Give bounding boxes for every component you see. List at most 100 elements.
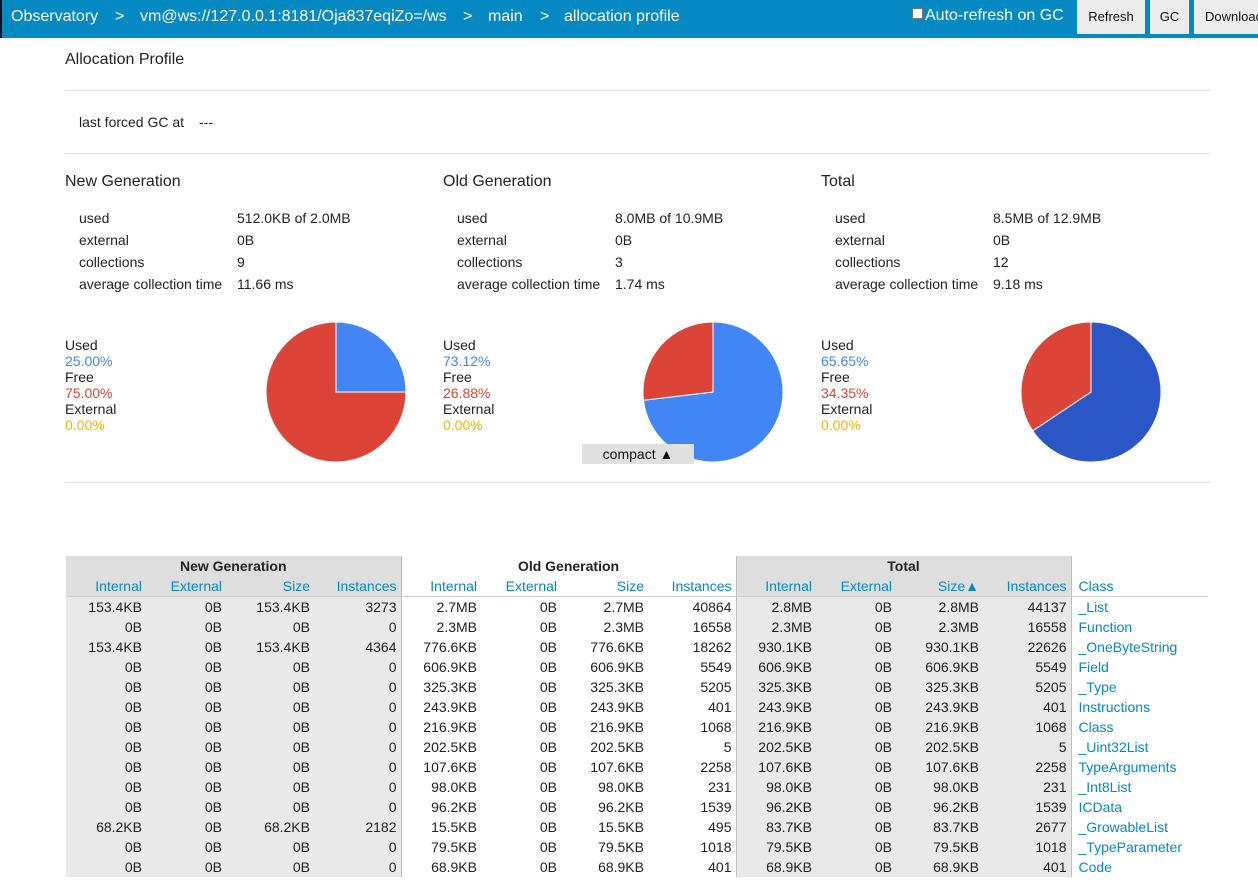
table-cell: 0B [226,737,314,757]
table-cell: 2.3MB [735,617,816,637]
class-link[interactable]: _Int8List [1070,777,1208,797]
legend-used-label: Used [65,337,98,353]
table-cell: 0B [226,657,314,677]
table-cell: 231 [983,777,1071,797]
table-row: 0B 0B 0B 0 2.3MB 0B 2.3MB 16558 2.3MB 0B 2.3MB 1655… [66,617,1208,637]
table-cell: 0B [146,777,226,797]
column-header[interactable]: External [146,576,226,597]
table-cell: 0B [539,699,557,715]
table-cell: 0B [146,596,226,617]
class-link[interactable]: _OneByteString [1070,637,1208,657]
class-link[interactable]: _GrowableList [1070,817,1208,837]
class-link[interactable]: _TypeParameter [1070,837,1208,857]
auto-refresh-toggle[interactable]: Auto-refresh on GC [912,0,1064,32]
refresh-button[interactable]: Refresh [1077,0,1145,34]
table-row: 0B 0B 0B 0 202.5KB 0B 202.5KB 5 202.5KB 0B 202.5KB… [66,737,1208,757]
column-header[interactable]: Instances [983,576,1071,597]
table-cell: 0B [226,857,314,877]
column-header[interactable]: Internal [66,576,146,597]
table-cell: 1018 [700,839,732,855]
auto-refresh-checkbox[interactable] [912,8,923,19]
stat-value: 9.18 ms [993,276,1043,292]
table-cell: 5 [983,737,1071,757]
download-button[interactable]: Download [1194,0,1258,34]
table-cell: 2.3MB [603,619,644,635]
class-link[interactable]: Class [1070,717,1208,737]
stat-value: 3 [615,254,623,270]
class-link[interactable]: Code [1070,857,1208,877]
table-cell: 0B [146,817,226,837]
table-cell: 930.1KB [735,637,816,657]
table-cell: 231 [708,779,732,795]
table-row: 0B 0B 0B 0 98.0KB 0B 98.0KB 231 98.0KB 0B 98.0KB 23… [66,777,1208,797]
class-link[interactable]: _List [1070,596,1208,617]
table-cell: 202.5KB [590,739,644,755]
table-cell: 0B [816,677,896,697]
table-cell: 68.2KB [226,817,314,837]
table-cell: 0B [539,719,557,735]
table-row: 0B 0B 0B 0 107.6KB 0B 107.6KB 2258 107.6KB 0B 107.… [66,757,1208,777]
table-cell: 18262 [692,639,732,655]
table-cell: 216.9KB [896,717,983,737]
table-cell: 606.9KB [590,659,644,675]
table-row: 153.4KB 0B 153.4KB 4364 776.6KB 0B 776.6KB 1826… [66,637,1208,657]
class-link[interactable]: Function [1070,617,1208,637]
table-cell: 0B [66,857,146,877]
table-cell: 1539 [983,797,1071,817]
table-cell: 153.4KB [226,596,314,617]
table-cell: 401 [708,859,732,875]
table-cell: 606.9KB [400,657,481,677]
table-cell: 0 [314,697,401,717]
gc-button[interactable]: GC [1150,0,1189,34]
table-cell: 16558 [983,617,1071,637]
table-cell: 1068 [700,719,732,735]
table-row: 68.2KB 0B 68.2KB 2182 15.5KB 0B 15.5KB 495 83.7K… [66,817,1208,837]
column-header[interactable]: Size [226,576,314,597]
table-cell: 3273 [314,596,401,617]
breadcrumb-allocation-profile[interactable]: allocation profile [564,8,680,25]
table-cell: 79.5KB [896,837,983,857]
column-header[interactable]: Class [1070,576,1208,597]
column-header[interactable]: Internal [735,576,816,597]
table-cell: 325.3KB [590,679,644,695]
column-header[interactable]: External [816,576,896,597]
pie-slice-free [642,321,714,401]
table-cell: 0B [226,757,314,777]
column-header[interactable]: Instances [648,576,736,597]
legend-external-pct: 0.00% [821,417,861,433]
table-cell: 107.6KB [896,757,983,777]
divider [65,90,1210,91]
breadcrumb-observatory[interactable]: Observatory [11,8,99,25]
table-cell: 96.2KB [896,797,983,817]
column-header[interactable]: Internal [400,576,481,597]
table-cell: 0B [226,797,314,817]
table-cell: 107.6KB [735,757,816,777]
table-cell: 0B [146,617,226,637]
column-header[interactable]: Size [561,576,648,597]
column-header[interactable]: Instances [314,576,401,597]
compact-button[interactable]: compact ▲ [582,444,694,464]
stat-value: 9 [237,254,245,270]
breadcrumb-isolate-main[interactable]: main [488,8,523,25]
stat-value: 8.0MB of 10.9MB [615,210,724,226]
table-cell: 68.9KB [735,857,816,877]
class-link[interactable]: TypeArguments [1070,757,1208,777]
column-header[interactable]: External [481,576,561,597]
legend-free-pct: 34.35% [821,385,869,401]
table-cell: 2.8MB [896,596,983,617]
table-cell: 107.6KB [590,759,644,775]
breadcrumb-vm[interactable]: vm@ws://127.0.0.1:8181/Oja837eqiZo=/ws [140,8,447,25]
column-header[interactable]: Size▲ [896,576,983,597]
table-cell: 79.5KB [400,837,481,857]
last-gc-value: --- [199,114,213,130]
table-cell: 0B [816,777,896,797]
class-link[interactable]: ICData [1070,797,1208,817]
stat-label: average collection time [835,276,979,292]
table-cell: 98.0KB [598,779,644,795]
class-link[interactable]: _Uint32List [1070,737,1208,757]
class-link[interactable]: _Type [1070,677,1208,697]
class-link[interactable]: Field [1070,657,1208,677]
generation-title: Total [821,173,855,190]
table-cell: 44137 [983,596,1071,617]
class-link[interactable]: Instructions [1070,697,1208,717]
